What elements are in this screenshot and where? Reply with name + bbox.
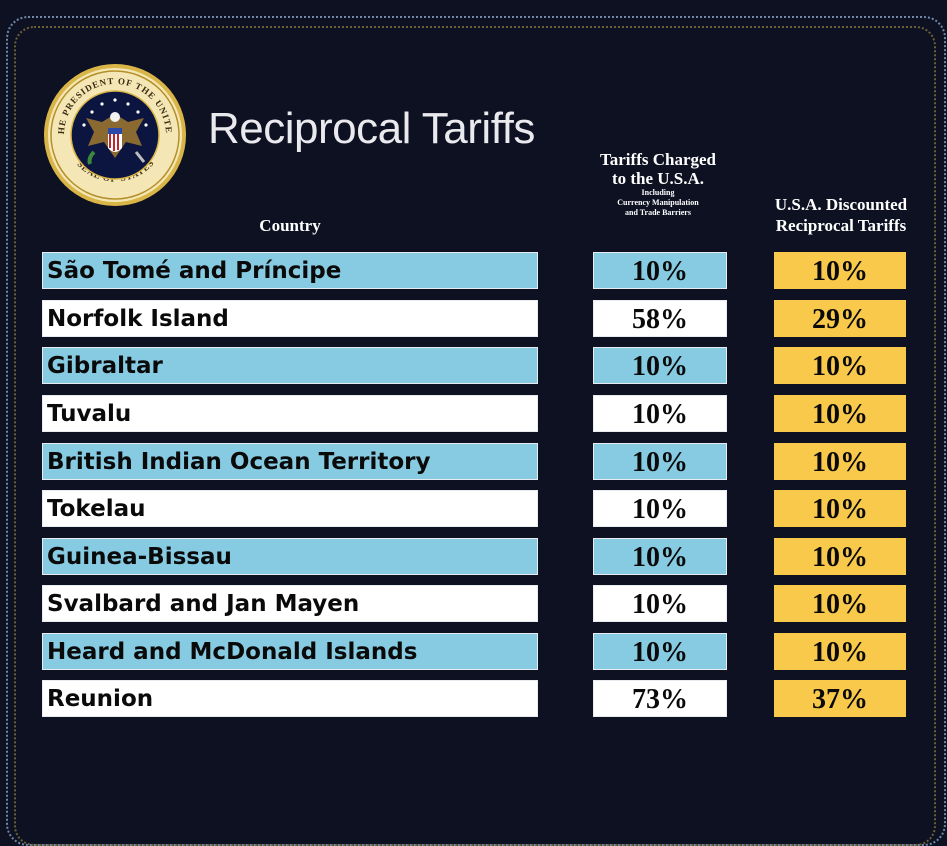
presidential-seal: THE PRESIDENT OF THE UNITED SEAL OF STAT… — [42, 62, 186, 206]
table-row: Tuvalu 10% 10% — [0, 395, 947, 437]
table-row: Svalbard and Jan Mayen 10% 10% — [0, 585, 947, 627]
charged-tariff-cell: 10% — [593, 633, 727, 670]
charged-tariff-cell: 10% — [593, 585, 727, 622]
country-cell: Reunion — [42, 680, 538, 717]
table-row: Reunion 73% 37% — [0, 680, 947, 722]
discounted-header-line2: Reciprocal Tariffs — [775, 216, 907, 235]
discounted-tariff-cell: 10% — [774, 538, 906, 575]
discounted-header-line1: U.S.A. Discounted — [774, 195, 908, 214]
charged-header-line1: Tariffs Charged — [599, 150, 716, 169]
country-cell: Gibraltar — [42, 347, 538, 384]
page-title: Reciprocal Tariffs — [208, 104, 535, 153]
discounted-tariff-cell: 37% — [774, 680, 906, 717]
country-cell: Tokelau — [42, 490, 538, 527]
discounted-tariff-cell: 10% — [774, 252, 906, 289]
discounted-tariff-cell: 10% — [774, 395, 906, 432]
charged-header-line2: to the U.S.A. — [611, 169, 705, 188]
charged-tariff-cell: 10% — [593, 490, 727, 527]
charged-tariff-cell: 10% — [593, 395, 727, 432]
table-row: British Indian Ocean Territory 10% 10% — [0, 443, 947, 485]
charged-tariff-cell: 10% — [593, 538, 727, 575]
charged-tariff-cell: 58% — [593, 300, 727, 337]
discounted-tariff-cell: 10% — [774, 443, 906, 480]
charged-column-header: Tariffs Charged to the U.S.A. Including … — [576, 150, 740, 218]
discounted-tariff-cell: 10% — [774, 490, 906, 527]
country-cell: São Tomé and Príncipe — [42, 252, 538, 289]
table-row: Tokelau 10% 10% — [0, 490, 947, 532]
discounted-tariff-cell: 29% — [774, 300, 906, 337]
country-column-header: Country — [259, 216, 321, 235]
country-cell: Heard and McDonald Islands — [42, 633, 538, 670]
table-row: São Tomé and Príncipe 10% 10% — [0, 252, 947, 294]
table-row: Guinea-Bissau 10% 10% — [0, 538, 947, 580]
charged-tariff-cell: 10% — [593, 252, 727, 289]
country-cell: Tuvalu — [42, 395, 538, 432]
discounted-tariff-cell: 10% — [774, 633, 906, 670]
charged-subheader-line2: Currency Manipulation — [617, 198, 699, 207]
charged-tariff-cell: 73% — [593, 680, 727, 717]
country-cell: Guinea-Bissau — [42, 538, 538, 575]
charged-subheader-line1: Including — [641, 188, 675, 197]
table-row: Norfolk Island 58% 29% — [0, 300, 947, 342]
table-row: Gibraltar 10% 10% — [0, 347, 947, 389]
country-cell: Norfolk Island — [42, 300, 538, 337]
country-cell: Svalbard and Jan Mayen — [42, 585, 538, 622]
country-cell: British Indian Ocean Territory — [42, 443, 538, 480]
discounted-tariff-cell: 10% — [774, 585, 906, 622]
charged-tariff-cell: 10% — [593, 443, 727, 480]
charged-subheader-line3: and Trade Barriers — [625, 208, 691, 217]
charged-tariff-cell: 10% — [593, 347, 727, 384]
discounted-tariff-cell: 10% — [774, 347, 906, 384]
table-row: Heard and McDonald Islands 10% 10% — [0, 633, 947, 675]
discounted-column-header: U.S.A. Discounted Reciprocal Tariffs — [750, 194, 932, 236]
